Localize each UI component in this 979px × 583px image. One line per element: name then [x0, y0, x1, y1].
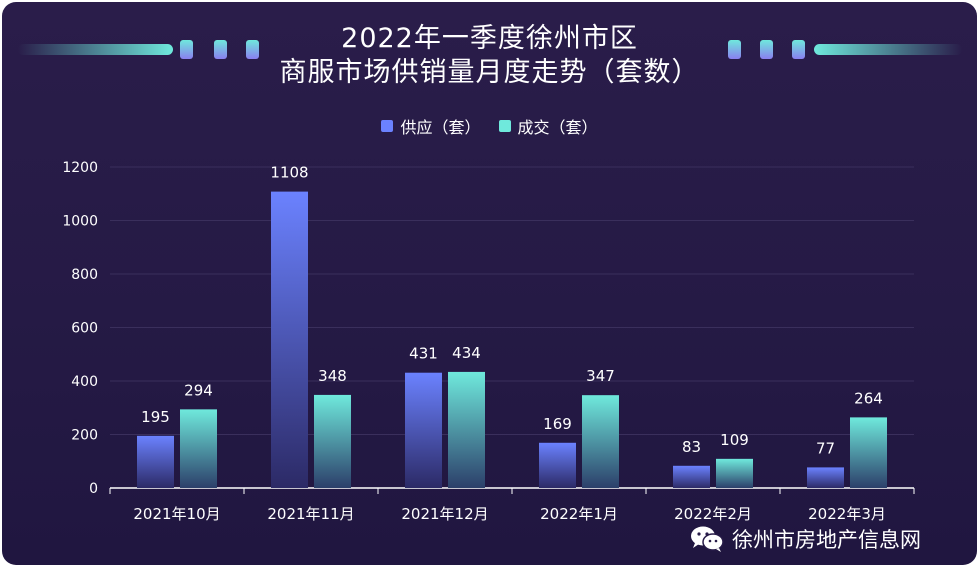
decorative-square [246, 40, 259, 59]
bar-supply[interactable] [271, 191, 308, 489]
chart-title-line2: 商服市场供销量月度走势（套数） [279, 57, 700, 88]
data-label-supply: 83 [682, 438, 701, 456]
legend-item-deal[interactable]: 成交（套） [498, 114, 598, 138]
data-label-supply: 195 [141, 408, 170, 426]
bar-deal[interactable] [180, 409, 217, 488]
data-label-deal: 294 [184, 381, 213, 399]
legend-label-supply: 供应（套） [400, 118, 481, 137]
bar-deal[interactable] [850, 417, 887, 488]
data-label-deal: 434 [452, 344, 481, 362]
y-tick-label: 200 [71, 428, 98, 444]
decorative-square [214, 40, 227, 59]
x-category-label: 2022年1月 [540, 505, 618, 523]
decorative-line-left [18, 44, 173, 55]
bar-supply[interactable] [137, 435, 174, 488]
data-label-supply: 169 [543, 415, 572, 433]
legend-swatch-deal [498, 120, 511, 132]
decorative-square [792, 40, 805, 59]
bar-supply[interactable] [539, 442, 576, 488]
x-category-label: 2021年10月 [133, 505, 220, 523]
decorative-square [728, 40, 741, 59]
y-tick-label: 0 [89, 481, 98, 497]
bar-deal[interactable] [448, 371, 485, 488]
legend-label-deal: 成交（套） [517, 118, 598, 137]
y-tick-label: 1200 [62, 160, 98, 176]
bar-deal[interactable] [716, 458, 753, 488]
legend-item-supply[interactable]: 供应（套） [381, 114, 481, 138]
data-label-deal: 109 [720, 431, 749, 449]
chart-title-line1: 2022年一季度徐州市区 [341, 23, 638, 54]
x-category-label: 2022年2月 [674, 505, 752, 523]
bar-supply[interactable] [807, 467, 844, 488]
bar-supply[interactable] [673, 465, 710, 488]
data-label-deal: 264 [854, 389, 883, 407]
bar-supply[interactable] [405, 372, 442, 488]
wechat-icon [691, 526, 724, 552]
chart-legend: 供应（套） 成交（套） [2, 114, 977, 138]
chart-card: 2022年一季度徐州市区 商服市场供销量月度走势（套数） 供应（套） 成交（套）… [2, 2, 977, 565]
data-label-supply: 431 [409, 345, 438, 363]
data-label-supply: 1108 [270, 164, 308, 182]
y-tick-label: 600 [71, 321, 98, 337]
decorative-square [760, 40, 773, 59]
bar-chart: 0 200 400 600 800 1000 1200 2021年10月 195 294 2021年… [62, 160, 915, 523]
data-label-supply: 77 [816, 439, 835, 457]
x-category-label: 2021年12月 [401, 505, 488, 523]
decorative-line-right [814, 44, 962, 55]
y-tick-label: 400 [71, 374, 98, 390]
x-category-label: 2022年3月 [808, 505, 886, 523]
data-label-deal: 347 [586, 367, 615, 385]
bar-deal[interactable] [314, 394, 351, 488]
y-tick-label: 800 [71, 267, 98, 283]
bar-deal[interactable] [582, 395, 619, 488]
decorative-square [180, 40, 193, 59]
legend-swatch-supply [381, 120, 394, 132]
watermark: 徐州市房地产信息网 [690, 524, 921, 554]
y-tick-label: 1000 [62, 214, 98, 230]
x-category-label: 2021年11月 [267, 505, 354, 523]
data-label-deal: 348 [318, 367, 347, 385]
watermark-text: 徐州市房地产信息网 [732, 528, 921, 552]
